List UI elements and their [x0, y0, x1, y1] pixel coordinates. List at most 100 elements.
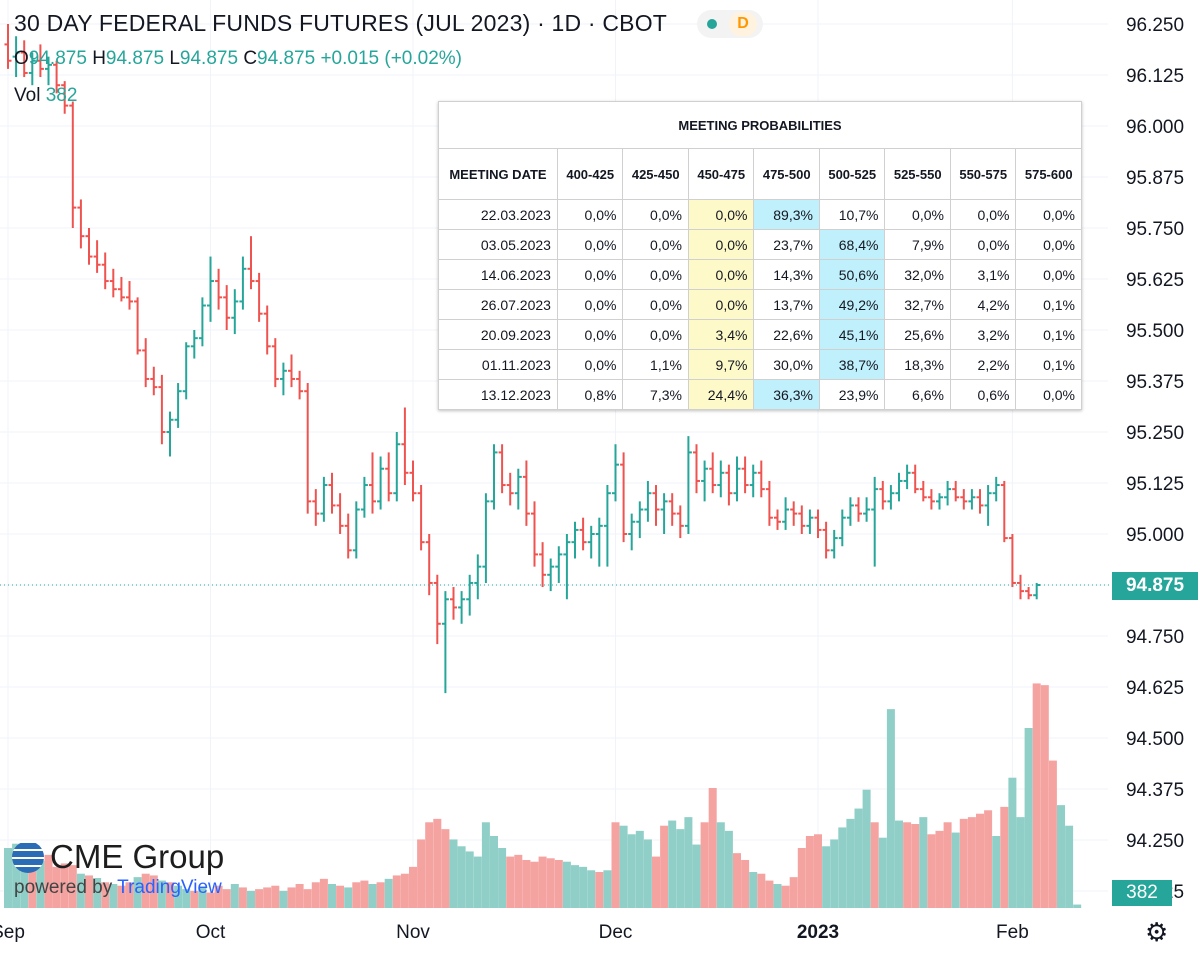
probability-cell: 3,2% — [949, 319, 1017, 350]
volume-bar — [392, 875, 401, 908]
ohlc-bar — [806, 509, 814, 534]
volume-bar — [214, 885, 223, 908]
close-value: 94.875 — [257, 48, 316, 69]
volume-bar — [279, 890, 288, 908]
time-tick-label: Feb — [996, 922, 1029, 943]
probability-cell: 32,7% — [884, 289, 951, 320]
volume-bar — [28, 856, 37, 908]
price-tick-label: 96.125 — [1126, 66, 1184, 87]
volume-bar — [85, 875, 93, 908]
ohlc-bar — [198, 297, 206, 347]
volume-bar — [303, 889, 312, 908]
volume-bar — [384, 878, 393, 908]
ohlc-bar — [4, 24, 12, 69]
table-row: 14.06.2023 0,0% 0,0% 0,0% 14,3% 50,6% 32,0% 3,1… — [438, 259, 1082, 290]
volume-bar — [1057, 805, 1065, 908]
ohlc-bar — [134, 297, 142, 355]
volume-bar — [870, 822, 879, 908]
volume-bar — [433, 818, 442, 908]
volume-bar — [141, 873, 150, 908]
probability-cell: 22,6% — [753, 319, 820, 350]
volume-bar — [247, 890, 255, 908]
ohlc-bar — [69, 101, 77, 228]
volume-bar — [724, 830, 733, 908]
volume-bar — [554, 860, 563, 908]
ohlc-bar — [417, 485, 425, 551]
ohlc-bar — [547, 558, 555, 592]
volume-bar — [271, 885, 280, 908]
ohlc-bar — [142, 338, 150, 388]
ohlc-bar — [782, 497, 790, 530]
volume-bar — [959, 818, 968, 908]
probability-cell: 49,2% — [818, 289, 886, 320]
symbol-title[interactable]: 30 DAY FEDERAL FUNDS FUTURES (JUL 2023) … — [14, 10, 668, 36]
volume-bar — [506, 856, 515, 908]
volume-bar — [579, 866, 588, 908]
ohlc-bar — [12, 36, 20, 78]
volume-bar — [805, 836, 814, 908]
volume-bar — [344, 887, 353, 908]
ohlc-bar — [1033, 582, 1041, 600]
probability-cell: 10,7% — [818, 199, 886, 230]
price-tick-label: 94.625 — [1126, 678, 1184, 699]
probability-cell: 24,4% — [687, 379, 755, 410]
price-tick-label: 96.250 — [1126, 15, 1184, 36]
volume-bar — [733, 853, 741, 908]
ohlc-bar — [36, 44, 44, 78]
volume-bar — [854, 808, 863, 908]
volume-bar — [1065, 825, 1074, 908]
probability-cell: 3,1% — [949, 259, 1017, 290]
volume-bar — [473, 856, 482, 908]
ohlc-bar — [109, 268, 117, 298]
ohlc-bar — [871, 476, 879, 567]
volume-bar — [328, 884, 336, 908]
probability-cell: 13,7% — [753, 289, 820, 320]
ohlc-bar — [903, 464, 911, 490]
volume-bar — [984, 810, 993, 908]
cme-globe-icon — [12, 841, 44, 873]
ohlc-bar — [822, 521, 830, 559]
ohlc-bar — [522, 460, 530, 526]
probability-cell: 0,0% — [622, 319, 689, 350]
probability-cell: 0,0% — [556, 289, 624, 320]
volume-bar — [603, 870, 612, 908]
ohlc-bar — [863, 497, 871, 522]
volume-bar — [12, 843, 21, 908]
volume-bar — [376, 882, 385, 908]
ohlc-bar — [911, 464, 919, 494]
ohlc-bar — [45, 56, 52, 86]
volume-bar — [190, 890, 199, 908]
probability-cell: 14,3% — [753, 259, 820, 290]
volume-bar — [60, 863, 69, 908]
ohlc-bar — [717, 460, 725, 498]
ohlc-bar — [612, 444, 619, 502]
volume-bar — [546, 858, 555, 908]
gear-icon[interactable]: ⚙ — [1145, 917, 1169, 947]
probability-cell: 0,0% — [1015, 229, 1082, 260]
time-tick-label: Dec — [599, 922, 633, 943]
volume-bar — [830, 839, 839, 908]
volume-bar — [927, 834, 936, 908]
table-row: 22.03.2023 0,0% 0,0% 0,0% 89,3% 10,7% 0,0% 0,0%… — [438, 199, 1082, 230]
volume-bar — [360, 880, 369, 908]
status-badges[interactable]: D — [697, 10, 763, 38]
column-header-range: 425-450 — [622, 148, 689, 200]
ohlc-bar — [814, 509, 822, 539]
volume-bar — [789, 877, 798, 908]
table-row: 13.12.2023 0,8% 7,3% 24,4% 36,3% 23,9% 6,6% 0,6… — [438, 379, 1082, 410]
data-delay-badge[interactable]: D — [729, 12, 757, 36]
probability-cell: 36,3% — [753, 379, 820, 410]
price-tick-label: 94.750 — [1126, 627, 1184, 648]
powered-prefix: powered by — [14, 877, 113, 898]
price-tick-label: 95.875 — [1126, 168, 1184, 189]
ohlc-bar — [676, 505, 684, 539]
volume-bar — [652, 856, 660, 908]
ohlc-bar — [571, 521, 579, 559]
market-status-dot-icon — [707, 19, 717, 29]
volume-bar — [449, 839, 458, 908]
volume-bar — [530, 861, 539, 908]
ohlc-bar — [401, 407, 409, 486]
ohlc-bar — [879, 480, 887, 510]
ohlc-bar — [360, 476, 368, 518]
